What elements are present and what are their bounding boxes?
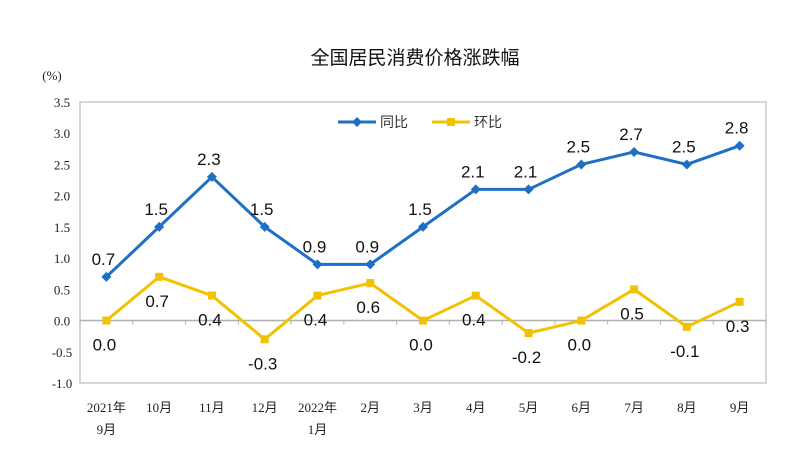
- data-label: 1.5: [250, 200, 274, 219]
- data-point: [102, 316, 111, 325]
- y-tick-label: -1.0: [52, 376, 73, 391]
- x-tick-label: 8月: [677, 400, 697, 415]
- data-point: [260, 335, 269, 344]
- data-label: 2.3: [197, 150, 221, 169]
- data-point: [629, 146, 640, 157]
- data-label: 0.0: [567, 336, 591, 355]
- data-point: [154, 221, 165, 232]
- data-label: 0.4: [198, 311, 222, 330]
- y-tick-label: 2.5: [54, 157, 70, 172]
- data-label: -0.1: [670, 342, 699, 361]
- data-point: [734, 140, 745, 151]
- data-point: [365, 259, 376, 270]
- data-point: [259, 221, 270, 232]
- legend-label: 环比: [474, 115, 502, 131]
- data-label: 0.4: [304, 311, 328, 330]
- y-tick-label: 3.5: [54, 95, 70, 110]
- x-tick-label: 9月: [97, 422, 117, 437]
- x-tick-label: 2月: [360, 400, 380, 415]
- x-tick-label: 5月: [519, 400, 539, 415]
- data-label: 0.9: [355, 237, 379, 256]
- y-axis-unit: (%): [42, 68, 62, 83]
- y-tick-label: 0.5: [54, 282, 70, 297]
- data-point: [471, 291, 480, 300]
- y-tick-label: 2.0: [54, 189, 70, 204]
- y-tick-label: 0.0: [54, 314, 70, 329]
- data-point: [207, 291, 216, 300]
- data-point: [101, 271, 112, 282]
- data-label: 0.0: [93, 336, 117, 355]
- data-point: [470, 184, 481, 195]
- legend-marker: [447, 118, 455, 126]
- data-label: 2.7: [619, 125, 643, 144]
- data-point: [576, 159, 587, 170]
- x-tick-label: 1月: [308, 422, 328, 437]
- data-point: [155, 272, 164, 281]
- data-point: [523, 184, 534, 195]
- legend-label: 同比: [380, 115, 408, 131]
- y-tick-label: -0.5: [52, 345, 73, 360]
- series-同比: 0.7 1.5 2.3 1.5 0.9 0.9 1.5 2.1 2.1 2.5 2.7 2.5 2.8: [92, 119, 749, 282]
- data-label: 0.5: [620, 304, 644, 323]
- data-label: 2.1: [461, 162, 485, 181]
- data-point: [682, 322, 691, 331]
- data-label: 0.4: [462, 311, 486, 330]
- series-环比: 0.0 0.7 0.4 -0.3 0.4 0.6 0.0 0.4 -0.2 0.0 0.5 -0.1 0…: [93, 272, 750, 373]
- data-point: [524, 329, 533, 338]
- data-point: [313, 291, 322, 300]
- x-tick-label: 9月: [730, 400, 750, 415]
- data-point: [418, 221, 428, 232]
- legend-marker: [352, 117, 362, 127]
- data-point: [206, 171, 217, 182]
- data-label: 0.3: [726, 317, 750, 336]
- data-point: [366, 279, 375, 288]
- data-label: 2.5: [672, 137, 696, 156]
- chart-title: 全国居民消费价格涨跌幅: [310, 47, 519, 69]
- data-point: [681, 159, 692, 170]
- x-tick-label: 11月: [199, 400, 225, 415]
- data-label: -0.3: [248, 354, 277, 373]
- data-label: 0.0: [409, 336, 433, 355]
- y-tick-label: 1.0: [54, 251, 70, 266]
- data-label: 2.5: [566, 137, 590, 156]
- x-tick-label: 12月: [252, 400, 278, 415]
- data-label: 0.6: [356, 298, 380, 317]
- x-tick-label: 10月: [146, 400, 172, 415]
- data-point: [577, 316, 586, 325]
- data-point: [735, 297, 744, 306]
- data-point: [630, 285, 639, 294]
- data-label: 1.5: [144, 200, 168, 219]
- data-label: 2.8: [725, 119, 749, 138]
- data-label: 0.9: [303, 237, 327, 256]
- x-tick-label: 3月: [413, 400, 433, 415]
- x-tick-label: 4月: [466, 400, 486, 415]
- data-point: [419, 316, 427, 325]
- x-tick-label: 7月: [624, 400, 644, 415]
- plot-border: [79, 101, 767, 384]
- data-label: 0.7: [92, 250, 116, 269]
- data-label: 0.7: [145, 292, 169, 311]
- y-tick-label: 1.5: [54, 220, 70, 235]
- x-tick-label: 2021年: [87, 400, 126, 415]
- x-tick-label: 6月: [572, 400, 592, 415]
- data-label: 1.5: [408, 200, 432, 219]
- data-label: -0.2: [512, 348, 541, 367]
- y-tick-label: 3.0: [54, 126, 70, 141]
- series-line: [105, 275, 741, 341]
- data-point: [312, 259, 323, 270]
- data-label: 2.1: [514, 162, 538, 181]
- x-tick-label: 2022年: [298, 400, 337, 415]
